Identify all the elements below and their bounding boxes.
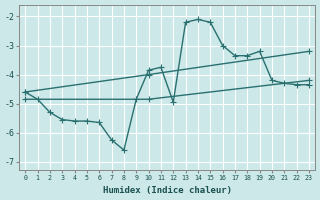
X-axis label: Humidex (Indice chaleur): Humidex (Indice chaleur) [103,186,232,195]
